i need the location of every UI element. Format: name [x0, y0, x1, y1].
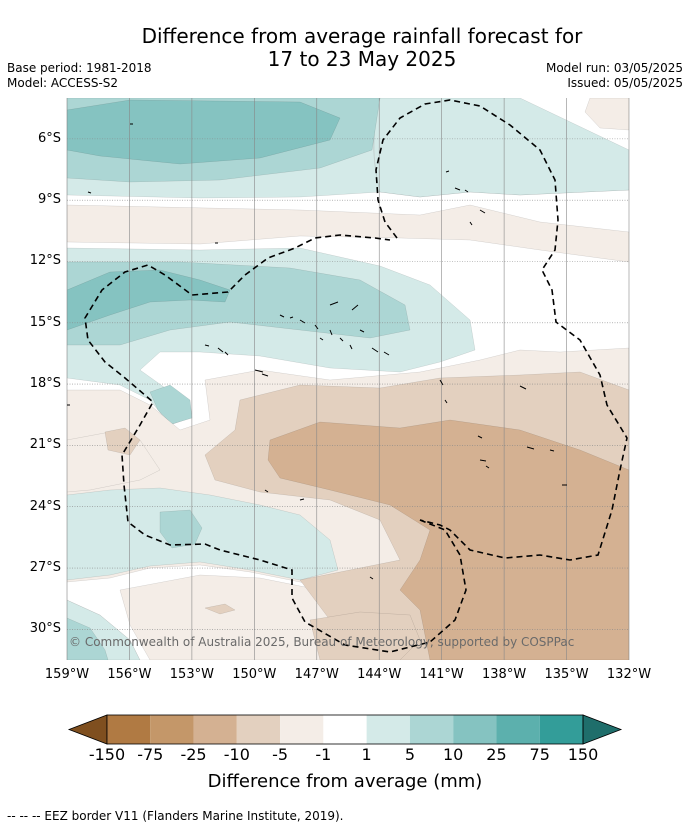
lon-label: 138°W — [482, 667, 527, 682]
colorbar-tick-label: -5 — [272, 745, 289, 764]
island-group-4 — [445, 170, 486, 226]
lon-label: 153°W — [169, 667, 214, 682]
colorbar-segment — [280, 715, 324, 744]
colorbar-segment — [539, 715, 583, 744]
island-group-6 — [254, 369, 374, 580]
colorbar-segment — [496, 715, 540, 744]
graticule — [66, 98, 630, 660]
lon-label: 132°W — [606, 667, 652, 682]
wet-region-far-southwest-mid — [67, 617, 109, 660]
lat-label: 27°S — [29, 560, 61, 576]
colorbar — [67, 714, 623, 745]
colorbar-segments — [67, 714, 623, 745]
colorbar-tick-label: -10 — [223, 745, 250, 764]
eez-border-austral — [84, 234, 467, 653]
lon-label: 156°W — [107, 667, 152, 682]
colorbar-extend-low — [67, 714, 108, 745]
lon-label: 141°W — [419, 667, 464, 682]
lat-label: 12°S — [29, 253, 61, 269]
colorbar-label: Difference from average (mm) — [207, 771, 483, 792]
map-title-line-1: Difference from average rainfall forecas… — [141, 24, 583, 48]
colorbar-extend-high — [582, 714, 623, 745]
lat-label: 15°S — [29, 314, 61, 330]
island-group-3 — [204, 344, 229, 356]
lat-label: 18°S — [29, 376, 61, 392]
eez-border-french-polynesia — [375, 99, 628, 561]
colorbar-segment — [193, 715, 237, 744]
map-title-line-2: 17 to 23 May 2025 — [267, 47, 457, 71]
dry-region-south-core-white — [309, 611, 421, 660]
colorbar-tick-label: 75 — [529, 745, 550, 764]
dry-region-south-west-spot — [104, 427, 141, 456]
meta-right: Model run: 03/05/2025 Issued: 05/05/2025 — [546, 61, 683, 91]
islands — [67, 123, 567, 580]
model-run-text: Model run: 03/05/2025 — [545, 61, 683, 75]
colorbar-tick-label: 5 — [404, 745, 415, 764]
lon-label: 144°W — [357, 667, 402, 682]
eez-borders — [84, 99, 628, 653]
issued-text: Issued: 05/05/2025 — [567, 76, 683, 90]
lon-label: 147°W — [294, 667, 339, 682]
island-group-2 — [329, 301, 390, 356]
eez-legend: -- -- -- EEZ border V11 (Flanders Marine… — [7, 809, 344, 823]
colorbar-tick-label: 150 — [567, 745, 599, 764]
rainfall-anomaly-map — [66, 98, 630, 660]
lat-label: 24°S — [29, 498, 61, 514]
colorbar-tick-label: 10 — [442, 745, 464, 764]
wet-region-southwest — [67, 487, 339, 581]
base-period-text: Base period: 1981-2018 — [7, 61, 152, 75]
colorbar-tick-label: 1 — [361, 745, 372, 764]
colorbar-tick-label: 25 — [486, 745, 507, 764]
island-group-7 — [67, 123, 218, 406]
lat-label: 21°S — [29, 437, 61, 453]
wet-region-north-core — [67, 99, 341, 165]
colorbar-segment — [366, 715, 410, 744]
dry-region-ne-corner — [584, 98, 629, 131]
colorbar-segment — [409, 715, 454, 744]
colorbar-frame — [106, 714, 584, 745]
colorbar-tick-label: -1 — [315, 745, 332, 764]
island-group-1 — [279, 314, 353, 350]
map-fill-layer — [67, 98, 629, 660]
colorbar-tick-label: -150 — [88, 745, 126, 764]
lon-label: 159°W — [44, 667, 90, 682]
colorbar-segment — [323, 715, 367, 744]
lon-label: 150°W — [232, 667, 277, 682]
lat-label: 30°S — [29, 621, 61, 637]
colorbar-tick-label: -25 — [180, 745, 207, 764]
lat-label: 9°S — [37, 192, 61, 208]
colorbar-segment — [150, 715, 194, 744]
model-text: Model: ACCESS-S2 — [7, 76, 119, 90]
copyright-notice: © Commonwealth of Australia 2025, Bureau… — [69, 635, 575, 649]
lon-label: 135°W — [544, 667, 589, 682]
colorbar-segment — [107, 715, 151, 744]
island-group-5 — [439, 379, 567, 486]
dry-spot-south — [204, 603, 236, 615]
colorbar-segment — [236, 715, 281, 744]
meta-left: Base period: 1981-2018 Model: ACCESS-S2 — [7, 61, 152, 91]
colorbar-tick-label: -75 — [137, 745, 164, 764]
lat-label: 6°S — [37, 130, 61, 146]
colorbar-segment — [453, 715, 497, 744]
